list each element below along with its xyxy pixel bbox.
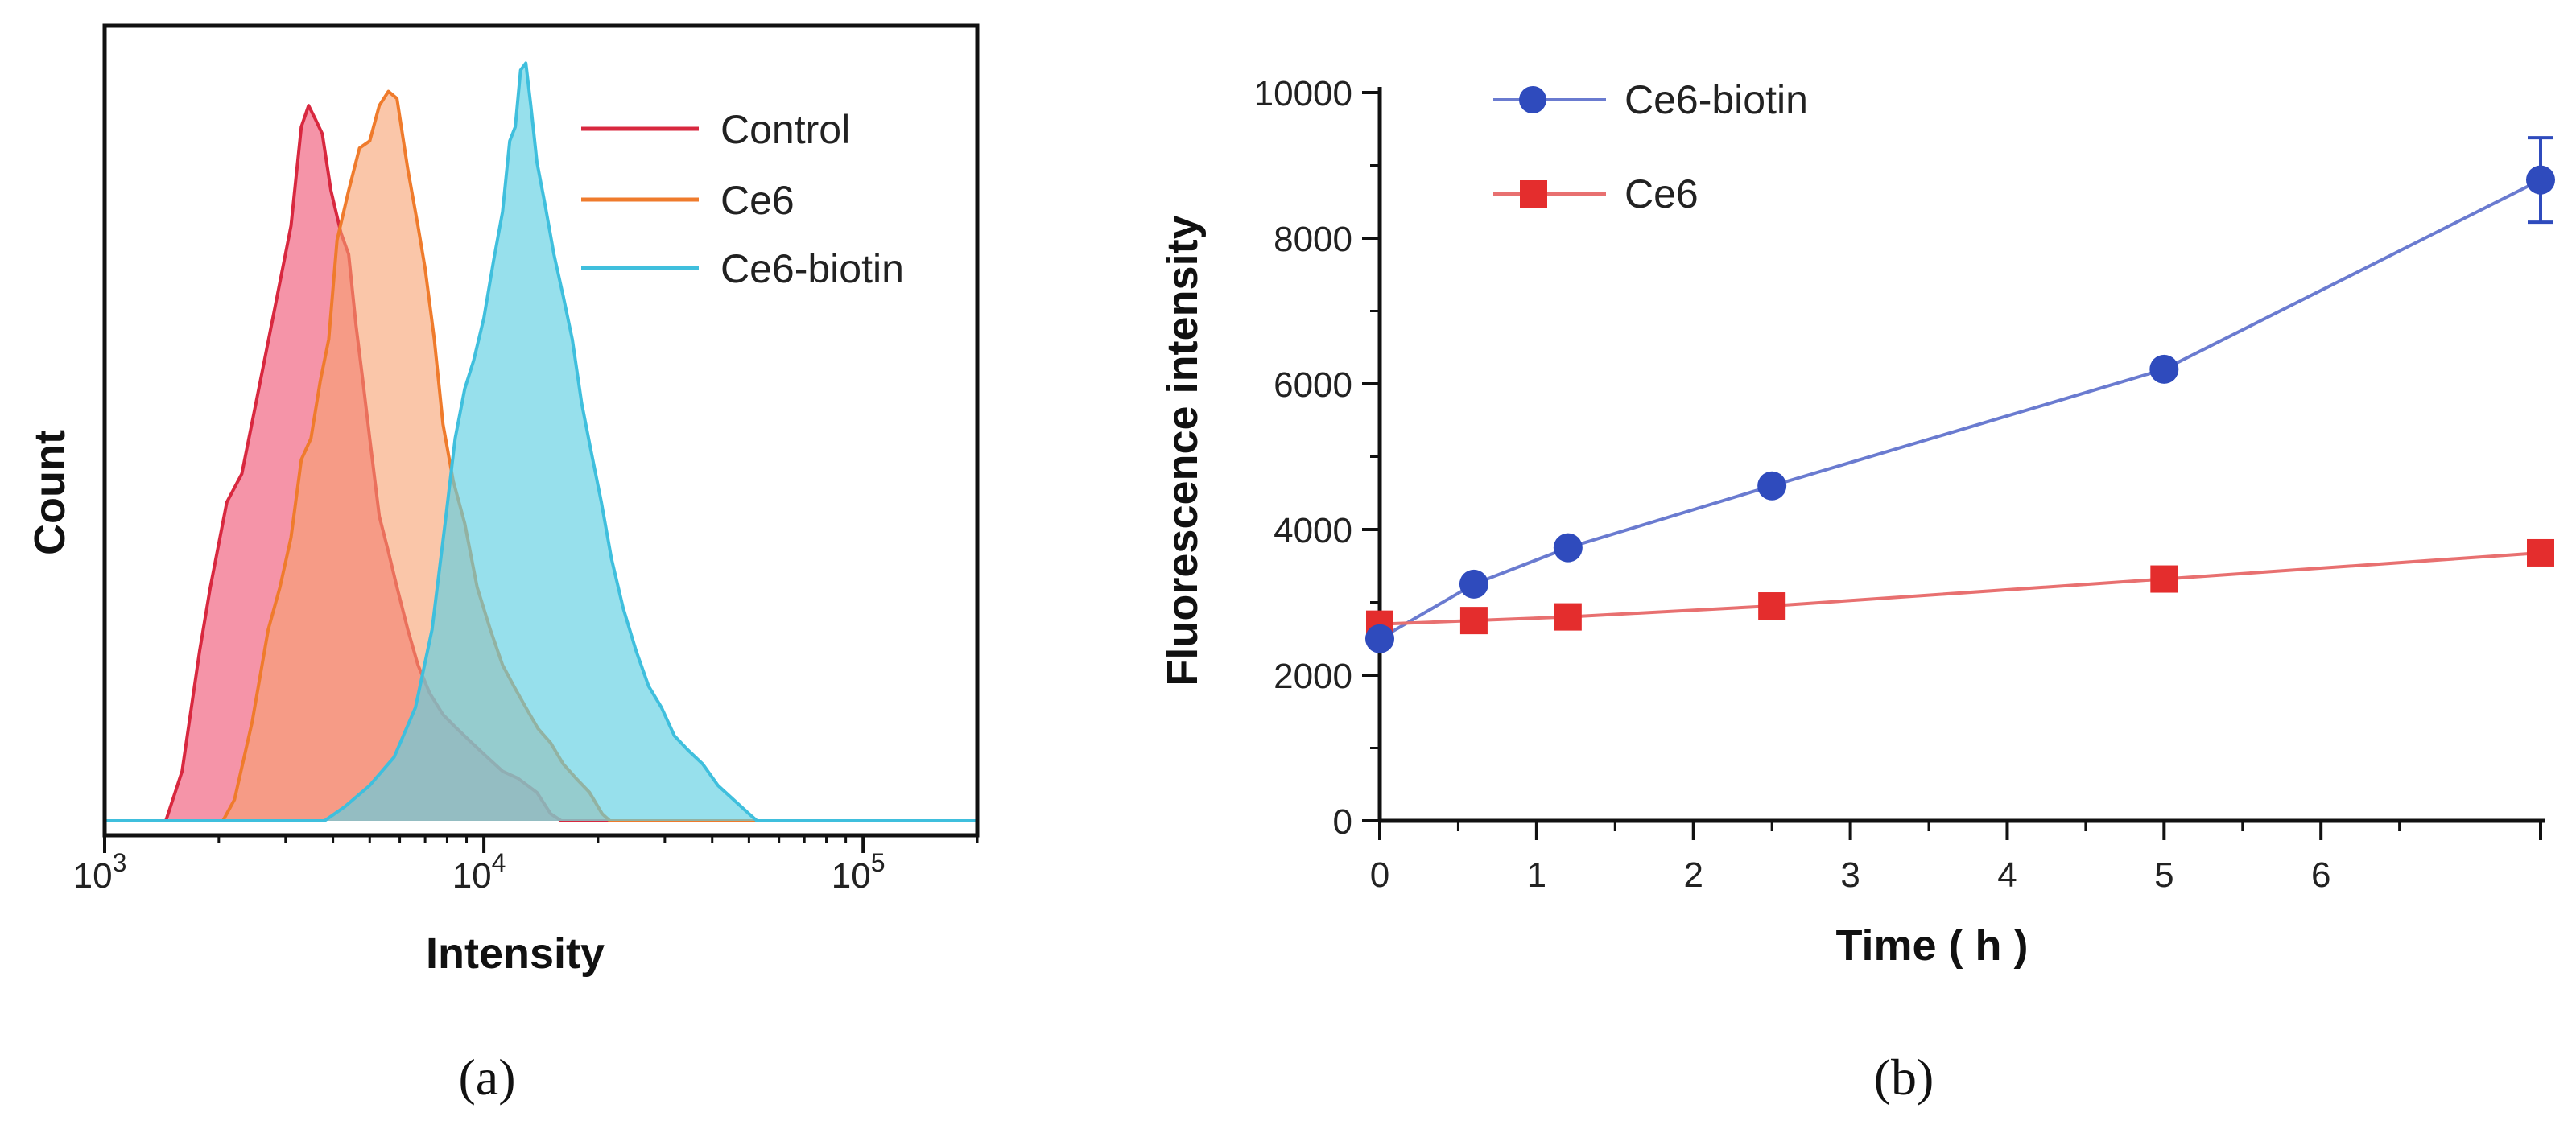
data-point-ce6 [2150, 565, 2178, 593]
y-axis-title: Count [26, 430, 74, 555]
series-line-ce6-biotin [1378, 178, 2541, 641]
x-tick-label: 3 [1840, 855, 1860, 895]
x-tick-label: 1 [1527, 855, 1546, 895]
legend: Ce6-biotin Ce6 [1493, 77, 1808, 216]
x-axis-title: Time ( h ) [1835, 921, 2028, 970]
histogram-area-ce6 [105, 91, 977, 822]
x-tick-group: 103 104 105 [73, 835, 979, 896]
y-tick-label: 0 [1333, 802, 1352, 842]
x-tick-label: 4 [1997, 855, 2017, 895]
series-line-ce6 [1379, 551, 2541, 626]
legend-label-control: Control [720, 107, 850, 152]
x-tick-group: 0 1 2 3 4 5 6 [1370, 821, 2542, 895]
data-point-ce6-biotin [1757, 471, 1787, 501]
data-point-ce6 [1758, 592, 1786, 620]
data-point-ce6 [2527, 538, 2554, 567]
legend-label-ce6: Ce6 [720, 178, 795, 223]
histogram-area-ce6-biotin [105, 63, 977, 821]
data-point-ce6-biotin [1365, 624, 1394, 653]
data-point-ce6-biotin [1553, 533, 1583, 562]
x-tick-label: 6 [2311, 855, 2330, 895]
histogram-outline-ce6-biotin [105, 61, 977, 822]
x-axis-title: Intensity [426, 929, 605, 978]
x-tick-label: 105 [832, 848, 886, 896]
legend-marker-ce6-biotin [1519, 86, 1546, 113]
legend-marker-ce6 [1520, 180, 1547, 208]
y-tick-group: 0 2000 4000 6000 8000 10000 [1254, 74, 1380, 842]
y-axis-title: Fluorescence intensity [1158, 215, 1207, 686]
panel-b-line-chart: 0 2000 4000 6000 8000 10000 0 1 2 3 4 5 6 Time ( h … [1158, 74, 2555, 1106]
data-point-ce6-biotin [2526, 165, 2555, 195]
legend: Control Ce6 Ce6-biotin [581, 107, 904, 291]
x-tick-label: 103 [73, 848, 127, 896]
x-tick-label: 5 [2154, 855, 2174, 895]
data-point-ce6 [1554, 603, 1582, 631]
data-point-ce6-biotin [2149, 354, 2179, 384]
series-group [1365, 136, 2555, 653]
data-point-ce6-biotin [1459, 569, 1488, 599]
y-tick-label: 4000 [1274, 511, 1352, 550]
x-tick-label: 2 [1683, 855, 1703, 895]
plot-frame [102, 23, 980, 838]
legend-label-ce6: Ce6 [1624, 171, 1699, 216]
histogram-series-group [105, 61, 977, 822]
y-tick-label: 8000 [1274, 220, 1352, 259]
legend-label-ce6-biotin: Ce6-biotin [720, 246, 904, 291]
y-tick-label: 6000 [1274, 365, 1352, 405]
y-tick-label: 10000 [1254, 74, 1352, 113]
panel-label-b: (b) [1874, 1049, 1934, 1106]
x-tick-label: 0 [1370, 855, 1389, 895]
data-point-ce6 [1459, 607, 1488, 635]
panel-label-a: (a) [458, 1049, 515, 1106]
y-tick-label: 2000 [1274, 657, 1352, 696]
x-tick-label: 104 [452, 848, 506, 896]
panel-a-flow-cytometry-histogram: 103 104 105 Intensity Count Control Ce6 Ce… [26, 23, 980, 1106]
legend-label-ce6-biotin: Ce6-biotin [1624, 77, 1808, 122]
